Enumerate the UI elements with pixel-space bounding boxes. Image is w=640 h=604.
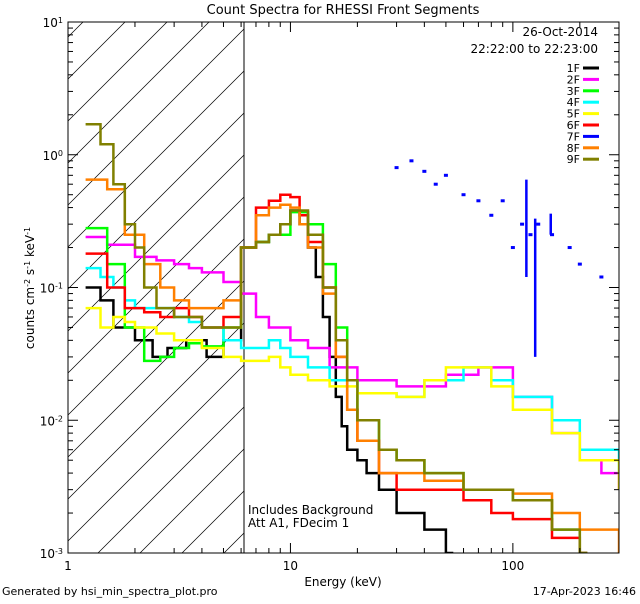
footer-timestamp: 17-Apr-2023 16:46 bbox=[533, 585, 636, 598]
legend-label-8F: 8F bbox=[567, 142, 580, 155]
annotation-background: Includes Background bbox=[248, 503, 373, 517]
legend-label-6F: 6F bbox=[567, 119, 580, 132]
legend-label-9F: 9F bbox=[567, 153, 580, 166]
legend-label-4F: 4F bbox=[567, 96, 580, 109]
y-tick-label: 10-2 bbox=[40, 414, 63, 429]
series-7F-point bbox=[409, 159, 414, 163]
hatch-line bbox=[350, 0, 640, 553]
y-axis-label: counts cm-2 s-1 keV-1 bbox=[23, 227, 38, 349]
chart-title: Count Spectra for RHESSI Front Segments bbox=[207, 3, 480, 18]
footer-generated-by: Generated by hsi_min_spectra_plot.pro bbox=[2, 585, 218, 598]
x-axis: 1 10 100 bbox=[64, 22, 620, 573]
series-7F-point bbox=[461, 193, 466, 197]
series-7F-point bbox=[528, 233, 533, 237]
series-7F-point bbox=[476, 199, 481, 203]
series-7F-point bbox=[422, 169, 427, 173]
hatch-line bbox=[68, 112, 244, 290]
legend-label-2F: 2F bbox=[567, 73, 580, 86]
hatch-line bbox=[68, 28, 244, 206]
series-7F-point bbox=[599, 275, 604, 279]
x-tick-label: 10 bbox=[283, 559, 298, 573]
hatch-line bbox=[68, 238, 244, 416]
y-axis: 101 100 10-1 10-2 10-3 bbox=[40, 16, 619, 562]
hatch-line bbox=[68, 280, 244, 458]
hatch-line bbox=[68, 154, 244, 332]
hatch-line bbox=[68, 322, 244, 500]
y-tick-label: 100 bbox=[43, 148, 63, 163]
hatch-line bbox=[68, 364, 244, 542]
hatch-line bbox=[68, 22, 210, 164]
y-tick-label: 101 bbox=[43, 16, 63, 31]
series-7F-point bbox=[443, 173, 448, 177]
series-7F-point bbox=[550, 233, 555, 237]
hatch-line bbox=[68, 196, 244, 374]
y-tick-label: 10-1 bbox=[40, 281, 63, 296]
date-label: 26-Oct-2014 bbox=[522, 25, 598, 39]
x-tick-label: 1 bbox=[64, 559, 72, 573]
annotation-attenuator: Att A1, FDecim 1 bbox=[248, 516, 349, 530]
series-7F-point bbox=[433, 182, 438, 186]
legend-label-5F: 5F bbox=[567, 108, 580, 121]
series-7F-point bbox=[489, 213, 494, 217]
time-range-label: 22:22:00 to 22:23:00 bbox=[471, 42, 598, 56]
series-9F bbox=[85, 122, 588, 553]
y-tick-label: 10-3 bbox=[40, 547, 63, 562]
legend-label-3F: 3F bbox=[567, 85, 580, 98]
hatched-region bbox=[0, 0, 640, 553]
hatch-line bbox=[308, 0, 640, 553]
series-7F-point bbox=[577, 262, 582, 266]
x-axis-label: Energy (keV) bbox=[304, 575, 381, 589]
series-4F bbox=[85, 266, 619, 474]
series-7F bbox=[394, 159, 604, 357]
series-1F bbox=[85, 209, 454, 553]
series-7F-point bbox=[567, 246, 572, 250]
hatch-line bbox=[434, 0, 640, 553]
hatch-line bbox=[0, 0, 110, 553]
series-7F-point bbox=[510, 246, 515, 250]
legend-label-7F: 7F bbox=[567, 130, 580, 143]
series-7F-point bbox=[520, 222, 525, 226]
hatch-line bbox=[139, 448, 244, 553]
series-5F bbox=[85, 306, 619, 490]
x-tick-label: 100 bbox=[501, 559, 524, 573]
hatch-line bbox=[68, 22, 168, 122]
series-7F-point bbox=[500, 199, 505, 203]
hatch-line bbox=[97, 406, 244, 553]
series-7F-point bbox=[394, 166, 399, 170]
hatch-line bbox=[68, 22, 126, 80]
legend-label-1F: 1F bbox=[567, 62, 580, 75]
series-layer bbox=[85, 122, 619, 553]
series-7F-point bbox=[536, 222, 541, 226]
